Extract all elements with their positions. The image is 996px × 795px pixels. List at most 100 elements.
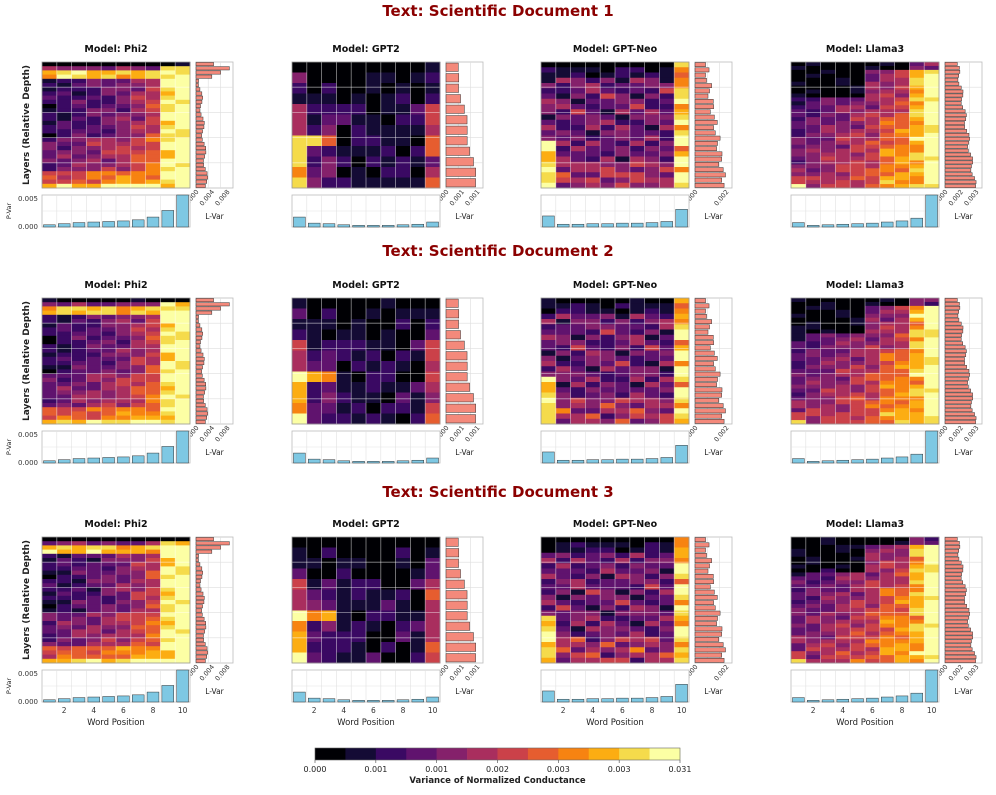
pvar-bar xyxy=(43,699,56,703)
heatmap-cell xyxy=(629,350,645,357)
heatmap-cell xyxy=(600,324,616,330)
heatmap-frame xyxy=(291,536,441,664)
heatmap-cell xyxy=(395,156,411,168)
heatmap-cell xyxy=(805,65,821,71)
heatmap-cell xyxy=(909,639,925,644)
heatmap-cell xyxy=(116,398,132,404)
heatmap-cell xyxy=(42,654,58,660)
heatmap-cell xyxy=(160,411,176,416)
heatmap-cell xyxy=(924,631,940,636)
lvar-bar xyxy=(195,637,204,642)
heatmap-cell xyxy=(615,355,631,362)
heatmap-cell xyxy=(850,420,866,425)
heatmap-cell xyxy=(130,386,146,391)
heatmap-cell xyxy=(850,97,866,102)
lvar-bar xyxy=(944,70,961,74)
heatmap-cell xyxy=(555,77,571,84)
heatmap-cell xyxy=(351,547,367,559)
heatmap-cell xyxy=(366,93,382,105)
lvar-bar xyxy=(944,317,960,322)
pvar-bar xyxy=(161,210,174,228)
pvar-bar xyxy=(426,696,439,703)
heatmap-cell xyxy=(86,570,102,576)
heatmap-cell xyxy=(145,348,161,353)
heatmap-cell xyxy=(160,99,176,105)
pvar-bar xyxy=(851,459,864,464)
heatmap-cell xyxy=(850,121,866,126)
heatmap-cell xyxy=(674,167,690,173)
heatmap-cell xyxy=(541,403,557,409)
heatmap-cell xyxy=(145,574,161,580)
heatmap-cell xyxy=(86,344,102,349)
heatmap-cell xyxy=(674,334,690,341)
heatmap-cell xyxy=(850,305,866,311)
heatmap-cell xyxy=(555,573,571,580)
heatmap-cell xyxy=(56,570,72,576)
heatmap-cell xyxy=(879,556,895,562)
heatmap-cell xyxy=(600,156,616,163)
heatmap-cell xyxy=(674,67,690,73)
heatmap-cell xyxy=(674,156,690,163)
heatmap-cell xyxy=(644,298,660,304)
heatmap-cell xyxy=(306,642,322,653)
heatmap-cell xyxy=(644,72,660,79)
heatmap-cell xyxy=(820,345,836,350)
heatmap-cell xyxy=(805,301,821,307)
heatmap-cell xyxy=(805,309,821,315)
heatmap-cell xyxy=(42,587,58,592)
pvar-tick-label: 0.005 xyxy=(18,195,38,203)
heatmap-cell xyxy=(541,324,557,330)
heatmap-cell xyxy=(101,377,117,383)
heatmap-cell xyxy=(865,607,881,613)
heatmap-cell xyxy=(71,356,87,362)
heatmap-cell xyxy=(835,97,851,102)
heatmap-cell xyxy=(292,177,308,189)
heatmap-cell xyxy=(42,558,58,563)
heatmap-cell xyxy=(644,382,660,388)
heatmap-cell xyxy=(395,652,411,664)
heatmap-cell xyxy=(145,394,161,400)
heatmap-cell xyxy=(879,623,895,628)
heatmap-cell xyxy=(101,146,117,151)
heatmap-cell xyxy=(924,556,940,562)
heatmap-cell xyxy=(615,568,631,575)
pvar-bar xyxy=(557,459,570,464)
heatmap-cell xyxy=(894,548,910,554)
heatmap-cell xyxy=(924,380,940,386)
heatmap-cell xyxy=(380,568,396,580)
pvar-bar xyxy=(117,220,130,228)
heatmap-cell xyxy=(395,382,411,393)
heatmap-cell xyxy=(555,67,571,73)
heatmap-cell xyxy=(791,301,807,307)
heatmap-cell xyxy=(924,619,940,625)
heatmap-cell xyxy=(850,180,866,185)
heatmap-cell xyxy=(615,303,631,309)
heatmap-cell xyxy=(130,137,146,143)
heatmap-cell xyxy=(71,642,87,647)
heatmap-cell xyxy=(395,547,411,559)
heatmap-cell xyxy=(541,151,557,157)
heatmap-cell xyxy=(615,324,631,330)
heatmap-cell xyxy=(292,361,308,372)
heatmap-cell xyxy=(86,83,102,88)
heatmap-cell xyxy=(306,329,322,341)
heatmap-cell xyxy=(145,365,161,370)
heatmap-cell xyxy=(410,558,426,569)
heatmap-cell xyxy=(924,392,940,397)
heatmap-cell xyxy=(130,369,146,374)
heatmap-cell xyxy=(425,631,441,643)
heatmap-cell xyxy=(644,319,660,325)
heatmap-cell xyxy=(835,93,851,98)
heatmap-cell xyxy=(805,176,821,181)
lvar-frame xyxy=(694,61,733,189)
heatmap-cell xyxy=(292,610,308,622)
heatmap-cell xyxy=(130,646,146,651)
heatmap-cell xyxy=(615,652,631,659)
heatmap-cell xyxy=(292,413,308,425)
colorbar-segment xyxy=(315,748,346,760)
lvar-bar xyxy=(944,353,967,357)
lvar-axis-label: L-Var xyxy=(455,448,474,457)
heatmap-cell xyxy=(292,382,308,393)
heatmap-cell xyxy=(850,400,866,405)
heatmap-cell xyxy=(101,298,117,303)
